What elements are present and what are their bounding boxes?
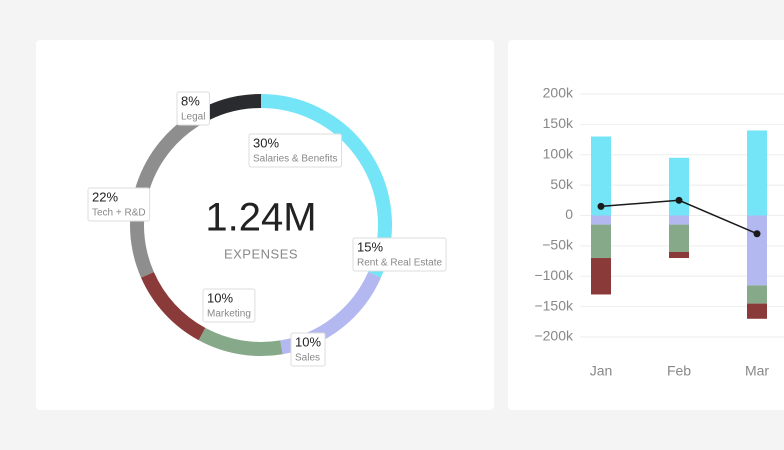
callout-box	[352, 237, 447, 272]
line-point	[753, 230, 761, 238]
donut-segment	[141, 271, 206, 341]
value-label: 15%	[357, 239, 383, 254]
category-label: Legal	[181, 112, 205, 123]
card	[508, 40, 784, 410]
category-label: Sales	[295, 353, 320, 364]
callout-box	[248, 133, 342, 168]
value-label: 8%	[181, 93, 200, 108]
x-tick-label: Feb	[667, 363, 691, 379]
line-point	[597, 202, 605, 210]
donut-segment	[198, 327, 283, 356]
y-tick-label: 100k	[543, 145, 574, 161]
bar-segment	[669, 157, 689, 216]
y-tick-label: 0	[565, 206, 573, 222]
x-tick-label: Mar	[745, 363, 769, 379]
y-tick-label: 150k	[543, 115, 574, 131]
bar-segment	[669, 224, 689, 252]
y-tick-label: −150k	[534, 297, 574, 313]
bar-segment	[747, 215, 767, 286]
category-label: Rent & Real Estate	[357, 258, 442, 269]
donut-segment	[130, 111, 203, 278]
category-label: Marketing	[207, 309, 251, 320]
y-tick-label: 50k	[550, 176, 574, 192]
category-label: Tech + R&D	[92, 208, 146, 219]
y-tick-label: −50k	[542, 237, 574, 253]
callout-box	[176, 91, 210, 126]
bar-segment	[747, 303, 767, 319]
bar-segment	[591, 224, 611, 259]
bar-segment	[591, 136, 611, 216]
line-point	[675, 196, 683, 204]
value-label: 22%	[92, 189, 118, 204]
card	[36, 40, 494, 410]
center-label: EXPENSES	[224, 246, 298, 261]
callout: 15% Rent & Real Estate	[352, 237, 447, 272]
bar-segment	[669, 215, 689, 225]
callout-box	[290, 332, 326, 367]
value-label: 10%	[207, 290, 233, 305]
bar-segment	[591, 258, 611, 295]
callout: 22% Tech + R&D	[87, 187, 151, 222]
bar-segment	[591, 215, 611, 225]
y-tick-label: 200k	[543, 85, 574, 101]
category-label: Salaries & Benefits	[253, 154, 338, 165]
value-label: 10%	[295, 334, 321, 349]
x-tick-label: Jan	[590, 363, 613, 379]
callout-box	[202, 288, 256, 323]
center-value: 1.24M	[205, 196, 316, 240]
y-tick-label: −100k	[534, 267, 574, 283]
callout: 10% Marketing	[202, 288, 256, 323]
y-tick-label: −200k	[534, 328, 574, 344]
value-label: 30%	[253, 135, 279, 150]
callout: 10% Sales	[290, 332, 326, 367]
callout: 30% Salaries & Benefits	[248, 133, 342, 168]
bar-segment	[747, 285, 767, 304]
callout: 8% Legal	[176, 91, 210, 126]
bar-segment	[747, 130, 767, 216]
callout-box	[87, 187, 151, 222]
bar-segment	[669, 251, 689, 259]
